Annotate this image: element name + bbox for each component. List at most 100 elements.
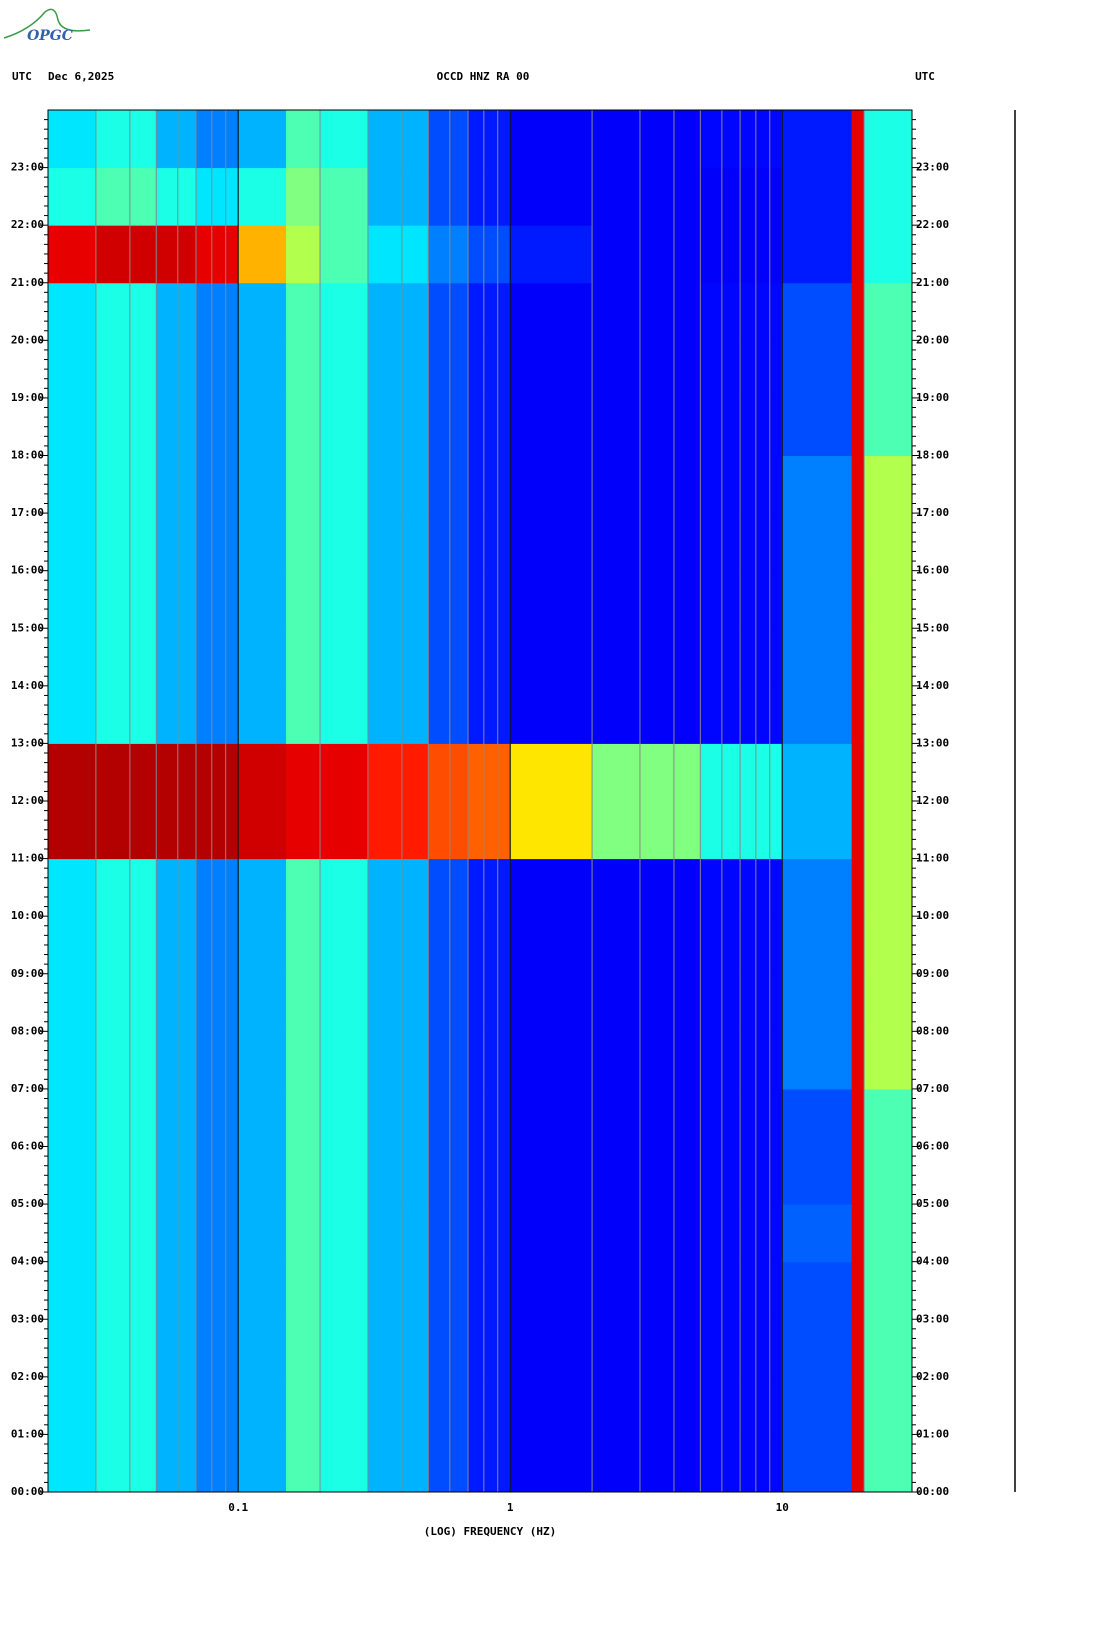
cell [510, 973, 593, 1032]
cell [782, 340, 853, 399]
cell [196, 282, 239, 341]
cell [851, 397, 865, 456]
cell [286, 685, 321, 744]
cell [286, 397, 321, 456]
cell [782, 397, 853, 456]
cell [468, 110, 511, 169]
y-tick-label-right: 19:00 [916, 391, 949, 404]
cell [48, 1088, 97, 1147]
cell [700, 858, 783, 917]
cell [286, 858, 321, 917]
cell [510, 225, 593, 284]
cell [592, 801, 701, 860]
cell [864, 1261, 913, 1320]
cell [48, 1031, 97, 1090]
cell [428, 513, 469, 572]
cell [851, 1261, 865, 1320]
cell [48, 685, 97, 744]
cell [700, 570, 783, 629]
cell [468, 167, 511, 226]
y-tick-label: 12:00 [11, 794, 44, 807]
cell [196, 513, 239, 572]
cell [156, 1376, 197, 1435]
cell [238, 1031, 287, 1090]
cell [196, 1031, 239, 1090]
cell [592, 1434, 701, 1493]
cell [320, 167, 369, 226]
cell [95, 1376, 157, 1435]
cell [782, 1146, 853, 1205]
y-tick-label: 04:00 [11, 1255, 44, 1268]
cell [196, 1376, 239, 1435]
y-tick-label: 22:00 [11, 218, 44, 231]
cell [156, 513, 197, 572]
x-tick-label: 1 [507, 1501, 514, 1514]
y-tick-label-right: 03:00 [916, 1312, 949, 1325]
cell [592, 1031, 701, 1090]
y-tick-label: 23:00 [11, 161, 44, 174]
cell [367, 1261, 429, 1320]
cell [428, 1088, 469, 1147]
y-tick-label: 20:00 [11, 333, 44, 346]
cell [367, 167, 429, 226]
cell [95, 225, 157, 284]
cell [238, 628, 287, 687]
cell [592, 1376, 701, 1435]
cell [286, 801, 321, 860]
cell [238, 340, 287, 399]
cell [196, 1434, 239, 1493]
cell [592, 1261, 701, 1320]
cell [510, 1146, 593, 1205]
y-tick-label: 09:00 [11, 967, 44, 980]
cell [510, 513, 593, 572]
cell [95, 1146, 157, 1205]
cell [782, 628, 853, 687]
cell [851, 340, 865, 399]
cell [156, 916, 197, 975]
cell [320, 801, 369, 860]
right-label: UTC [915, 70, 935, 83]
cell [700, 397, 783, 456]
cell [592, 340, 701, 399]
cell [95, 1319, 157, 1378]
cell [864, 916, 913, 975]
cell [367, 225, 429, 284]
cell [320, 570, 369, 629]
cell [782, 916, 853, 975]
cell [48, 1376, 97, 1435]
cell [238, 858, 287, 917]
cell [851, 916, 865, 975]
cell [592, 1319, 701, 1378]
y-tick-label-right: 22:00 [916, 218, 949, 231]
cell [95, 513, 157, 572]
cell [48, 225, 97, 284]
x-tick-label: 0.1 [228, 1501, 248, 1514]
cell [286, 1319, 321, 1378]
x-tick-label: 10 [776, 1501, 789, 1514]
cell [367, 110, 429, 169]
cell [851, 570, 865, 629]
cell [95, 1434, 157, 1493]
cell [320, 685, 369, 744]
cell [367, 1146, 429, 1205]
cell [510, 743, 593, 802]
cell [851, 513, 865, 572]
cell [367, 397, 429, 456]
cell [48, 340, 97, 399]
left-label: UTC [12, 70, 32, 83]
cell [510, 685, 593, 744]
cell [48, 1261, 97, 1320]
cell [864, 1031, 913, 1090]
cell [48, 916, 97, 975]
cell [592, 1146, 701, 1205]
cell [156, 455, 197, 514]
cell [468, 1434, 511, 1493]
cell [782, 110, 853, 169]
cell [700, 282, 783, 341]
cell [320, 1319, 369, 1378]
cell [196, 1204, 239, 1263]
cell [286, 743, 321, 802]
cell [238, 570, 287, 629]
cell [367, 455, 429, 514]
y-tick-label-right: 05:00 [916, 1197, 949, 1210]
